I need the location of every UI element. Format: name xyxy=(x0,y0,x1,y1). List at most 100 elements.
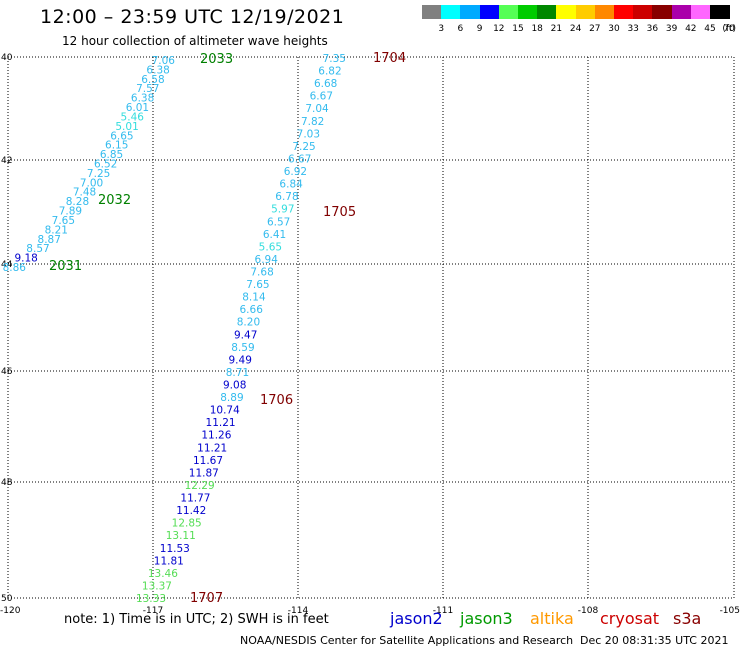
wave-height-value: 8.20 xyxy=(237,317,260,329)
colorbar-swatch xyxy=(498,5,519,19)
pass-time-label: 1706 xyxy=(260,393,293,408)
colorbar-label: 36 xyxy=(646,24,659,34)
wave-height-value: 9.49 xyxy=(229,354,252,366)
colorbar-label: 3 xyxy=(438,24,445,34)
wave-height-value: 5.97 xyxy=(271,204,294,216)
colorbar-swatch xyxy=(652,5,673,19)
wave-height-value: 13.11 xyxy=(166,530,196,542)
satellite-legend-item: jason2 xyxy=(390,609,443,628)
generated-timestamp: Dec 20 08:31:35 UTC 2021 xyxy=(580,634,729,647)
wave-height-value: 11.26 xyxy=(201,430,231,442)
wave-height-value: 6.01 xyxy=(126,102,149,114)
colorbar-unit: (ft) xyxy=(722,24,736,34)
wave-height-value: 5.65 xyxy=(259,241,282,253)
wave-height-value: 12.85 xyxy=(172,518,202,530)
pass-time-label: 1707 xyxy=(190,591,223,606)
satellite-legend-item: cryosat xyxy=(600,609,660,628)
wave-height-value: 7.57 xyxy=(136,83,159,95)
page-title: 12:00 – 23:59 UTC 12/19/2021 xyxy=(40,6,345,28)
lon-tick-label: -111 xyxy=(433,606,453,616)
wave-height-value: 11.87 xyxy=(189,467,219,479)
wave-height-value: 11.81 xyxy=(154,555,184,567)
wave-height-value: 7.89 xyxy=(59,206,82,218)
wave-height-value: 8.86 xyxy=(3,262,27,274)
wave-height-value: 6.38 xyxy=(131,93,154,105)
wave-height-value: 7.65 xyxy=(246,279,269,291)
wave-height-value: 6.38 xyxy=(146,64,169,76)
wave-height-value: 11.53 xyxy=(160,543,190,555)
wave-height-value: 6.65 xyxy=(110,130,133,142)
colorbar-swatch xyxy=(633,5,653,19)
lon-tick-label: -108 xyxy=(578,606,599,616)
satellite-legend-item: altika xyxy=(530,609,574,628)
pass-time-label: 2033 xyxy=(200,52,233,67)
wave-height-value: 7.25 xyxy=(87,168,110,180)
pass-time-label: 1705 xyxy=(323,205,356,220)
colorbar-swatch xyxy=(671,5,692,19)
wave-height-value: 13.37 xyxy=(142,580,172,592)
wave-height-value: 11.21 xyxy=(206,417,236,429)
wave-height-value: 6.66 xyxy=(240,304,264,316)
lon-tick-label: -114 xyxy=(288,606,309,616)
colorbar-swatch xyxy=(460,5,481,19)
wave-height-value: 6.82 xyxy=(318,66,341,78)
wave-height-value: 6.52 xyxy=(94,159,117,171)
wave-height-value: 5.46 xyxy=(121,111,145,123)
wave-height-value: 6.15 xyxy=(105,140,128,152)
wave-height-value: 11.21 xyxy=(197,442,227,454)
wave-height-value: 6.68 xyxy=(314,78,337,90)
wave-height-value: 5.01 xyxy=(115,121,138,133)
wave-height-value: 11.77 xyxy=(180,493,210,505)
wave-height-value: 8.57 xyxy=(26,243,49,255)
wave-height-value: 7.04 xyxy=(305,103,329,115)
wave-height-value: 8.14 xyxy=(242,292,266,304)
wave-height-value: 7.82 xyxy=(301,116,324,128)
wave-height-value: 11.67 xyxy=(193,455,223,467)
satellite-legend-item: jason3 xyxy=(460,609,513,628)
lon-tick-label: -117 xyxy=(143,606,163,616)
pass-time-label: 2032 xyxy=(98,193,131,208)
colorbar-label: 12 xyxy=(493,24,505,34)
wave-height-value: 6.94 xyxy=(255,254,279,266)
page-subtitle: 12 hour collection of altimeter wave hei… xyxy=(62,34,328,48)
colorbar-swatch xyxy=(594,5,615,19)
colorbar-swatch xyxy=(556,5,577,19)
colorbar-swatch xyxy=(518,5,538,19)
colorbar-label: 6 xyxy=(457,24,464,34)
wave-height-value: 7.48 xyxy=(73,187,96,199)
colorbar-label: 24 xyxy=(569,24,582,34)
wave-height-value: 6.85 xyxy=(100,149,123,161)
lat-tick-label: 48 xyxy=(1,478,13,488)
lat-tick-label: 40 xyxy=(1,53,13,63)
wave-height-value: 7.00 xyxy=(80,177,103,189)
colorbar-swatch xyxy=(422,5,442,19)
colorbar-label: 70 xyxy=(723,24,735,34)
wave-height-value: 8.89 xyxy=(220,392,243,404)
wave-height-value: 7.25 xyxy=(292,141,315,153)
wave-height-value: 13.46 xyxy=(148,568,178,580)
wave-height-value: 8.71 xyxy=(226,367,249,379)
footnote: note: 1) Time is in UTC; 2) SWH is in fe… xyxy=(64,612,329,627)
wave-height-value: 6.84 xyxy=(279,179,303,191)
map-frame xyxy=(7,56,735,599)
wave-height-value: 6.57 xyxy=(267,216,290,228)
colorbar-swatch xyxy=(479,5,500,19)
wave-height-value: 11.42 xyxy=(176,505,206,517)
wave-height-value: 6.67 xyxy=(288,153,311,165)
colorbar-label: 42 xyxy=(685,24,697,34)
colorbar-swatch xyxy=(614,5,634,19)
lat-tick-label: 42 xyxy=(1,156,12,166)
colorbar-label: 18 xyxy=(531,24,543,34)
colorbar-label: 21 xyxy=(550,24,563,34)
colorbar-swatch xyxy=(690,5,711,19)
wave-height-value: 6.92 xyxy=(284,166,307,178)
colorbar-label: 15 xyxy=(512,24,524,34)
colorbar-label: 39 xyxy=(665,24,678,34)
colorbar-label: 30 xyxy=(608,24,620,34)
wave-height-value: 7.65 xyxy=(52,215,75,227)
lat-tick-label: 46 xyxy=(1,367,13,377)
colorbar-swatch xyxy=(575,5,596,19)
wave-height-value: 7.35 xyxy=(323,53,346,65)
lat-tick-label: 50 xyxy=(1,594,13,604)
lon-tick-label: -105 xyxy=(720,606,740,616)
